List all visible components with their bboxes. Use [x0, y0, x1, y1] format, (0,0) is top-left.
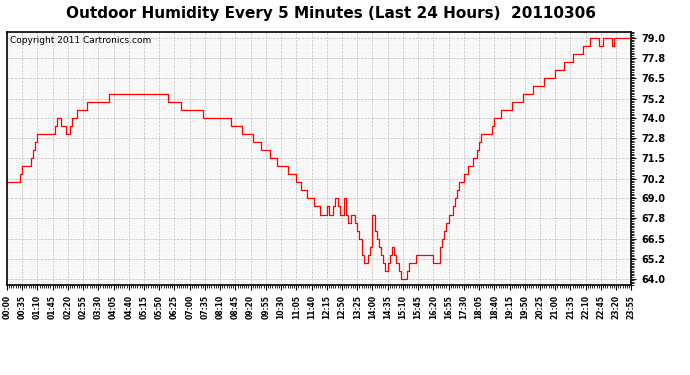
Text: Copyright 2011 Cartronics.com: Copyright 2011 Cartronics.com — [10, 36, 151, 45]
Text: Outdoor Humidity Every 5 Minutes (Last 24 Hours)  20110306: Outdoor Humidity Every 5 Minutes (Last 2… — [66, 6, 596, 21]
